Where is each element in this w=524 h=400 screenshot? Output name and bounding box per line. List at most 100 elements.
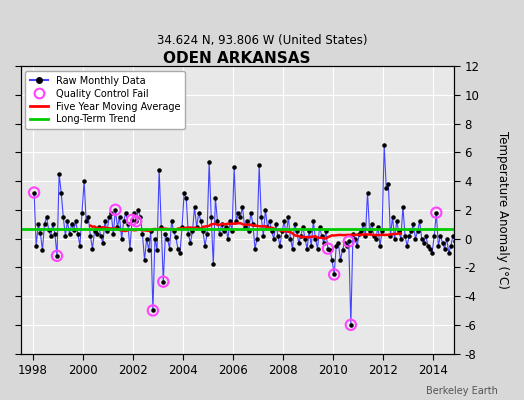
- Point: [32, 242, 40, 249]
- Point: [392, 218, 401, 224]
- Point: [199, 228, 207, 234]
- Point: [149, 307, 157, 314]
- Point: [171, 234, 180, 240]
- Point: [363, 189, 372, 196]
- Point: [451, 238, 459, 245]
- Point: [305, 228, 313, 234]
- Point: [117, 235, 126, 242]
- Point: [274, 232, 282, 239]
- Point: [328, 257, 336, 263]
- Point: [203, 231, 211, 238]
- Point: [397, 235, 405, 242]
- Point: [109, 231, 117, 238]
- Text: Berkeley Earth: Berkeley Earth: [426, 386, 498, 396]
- Point: [153, 247, 161, 253]
- Point: [115, 214, 124, 220]
- Point: [192, 224, 201, 230]
- Point: [251, 246, 259, 252]
- Point: [220, 228, 228, 234]
- Point: [332, 242, 341, 249]
- Point: [374, 224, 382, 230]
- Point: [36, 230, 45, 236]
- Point: [74, 231, 82, 238]
- Point: [322, 228, 330, 234]
- Point: [290, 221, 299, 227]
- Point: [111, 206, 119, 213]
- Point: [82, 218, 90, 224]
- Point: [347, 322, 355, 328]
- Point: [180, 189, 188, 196]
- Point: [271, 221, 280, 227]
- Point: [105, 214, 113, 220]
- Point: [236, 214, 245, 220]
- Point: [155, 166, 163, 173]
- Point: [249, 221, 257, 227]
- Point: [232, 218, 241, 224]
- Point: [126, 246, 134, 252]
- Point: [149, 307, 157, 314]
- Point: [351, 235, 359, 242]
- Point: [186, 240, 194, 246]
- Point: [215, 231, 224, 238]
- Point: [428, 250, 436, 256]
- Point: [245, 228, 253, 234]
- Point: [222, 224, 230, 230]
- Point: [347, 322, 355, 328]
- Point: [449, 232, 457, 239]
- Point: [119, 218, 128, 224]
- Point: [55, 171, 63, 177]
- Point: [343, 242, 351, 249]
- Point: [136, 214, 145, 220]
- Point: [40, 221, 49, 227]
- Point: [190, 204, 199, 210]
- Point: [213, 218, 222, 224]
- Point: [209, 261, 217, 268]
- Point: [439, 240, 447, 246]
- Point: [182, 195, 190, 202]
- Point: [76, 242, 84, 249]
- Point: [324, 246, 332, 252]
- Point: [211, 195, 220, 202]
- Point: [265, 218, 274, 224]
- Point: [382, 185, 390, 192]
- Point: [166, 246, 174, 252]
- Point: [349, 231, 357, 238]
- Point: [309, 218, 318, 224]
- Point: [401, 232, 409, 239]
- Point: [128, 217, 136, 223]
- Point: [103, 228, 111, 234]
- Point: [143, 235, 151, 242]
- Point: [413, 228, 422, 234]
- Point: [243, 218, 251, 224]
- Point: [399, 204, 407, 210]
- Point: [53, 253, 61, 259]
- Point: [88, 246, 96, 252]
- Point: [453, 247, 461, 253]
- Point: [111, 206, 119, 213]
- Point: [403, 242, 411, 249]
- Point: [320, 240, 328, 246]
- Point: [241, 224, 249, 230]
- Point: [395, 228, 403, 234]
- Point: [359, 221, 367, 227]
- Point: [194, 210, 203, 216]
- Point: [57, 189, 66, 196]
- Point: [315, 224, 324, 230]
- Point: [353, 242, 361, 249]
- Point: [424, 242, 432, 249]
- Point: [157, 224, 166, 230]
- Point: [386, 232, 395, 239]
- Point: [96, 232, 105, 239]
- Point: [205, 159, 213, 166]
- Point: [176, 250, 184, 256]
- Point: [384, 181, 392, 187]
- Point: [301, 235, 309, 242]
- Point: [307, 242, 315, 249]
- Point: [282, 232, 290, 239]
- Point: [278, 228, 286, 234]
- Point: [178, 224, 186, 230]
- Point: [184, 231, 192, 238]
- Point: [101, 218, 109, 224]
- Point: [124, 221, 132, 227]
- Point: [446, 242, 455, 249]
